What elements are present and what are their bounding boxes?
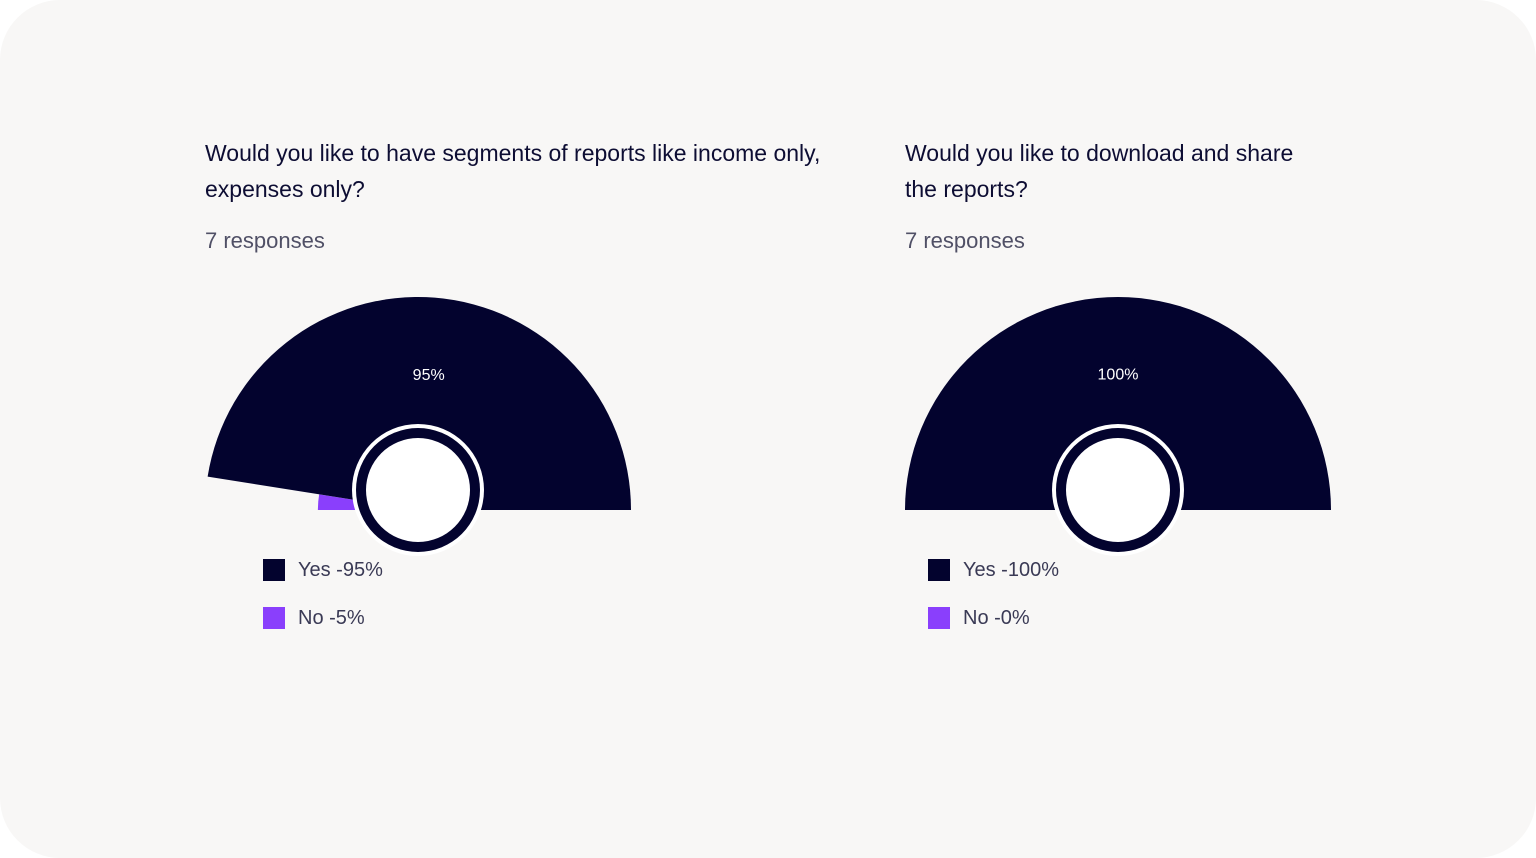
legend-swatch-no	[928, 607, 950, 629]
legend-label-yes: Yes -100%	[963, 559, 1059, 581]
legend-label-no: No -5%	[298, 607, 365, 629]
legend-label-no: No -0%	[963, 607, 1030, 629]
slice-yes	[207, 297, 632, 510]
gauge-chart: 100%	[905, 297, 1331, 556]
legend-label-yes: Yes -95%	[298, 559, 383, 581]
legend-swatch-yes	[263, 559, 285, 581]
slice-label-yes: 95%	[413, 367, 445, 384]
legend-swatch-yes	[928, 559, 950, 581]
question-title: Would you like to have segments of repor…	[205, 140, 821, 202]
chart-panel-download: Would you like to download and share the…	[905, 0, 1536, 858]
legend-swatch-no	[263, 607, 285, 629]
question-title: Would you like to download and share the…	[905, 140, 1294, 202]
gauge-hole	[1066, 438, 1170, 542]
gauge-chart: 5%95%	[207, 297, 632, 556]
slice-yes	[905, 297, 1331, 510]
chart-panel-segments: Would you like to have segments of repor…	[205, 0, 845, 858]
gauge-hole	[366, 438, 470, 542]
response-count: 7 responses	[905, 228, 1025, 253]
slice-label-yes: 100%	[1098, 367, 1139, 384]
response-count: 7 responses	[205, 228, 325, 253]
